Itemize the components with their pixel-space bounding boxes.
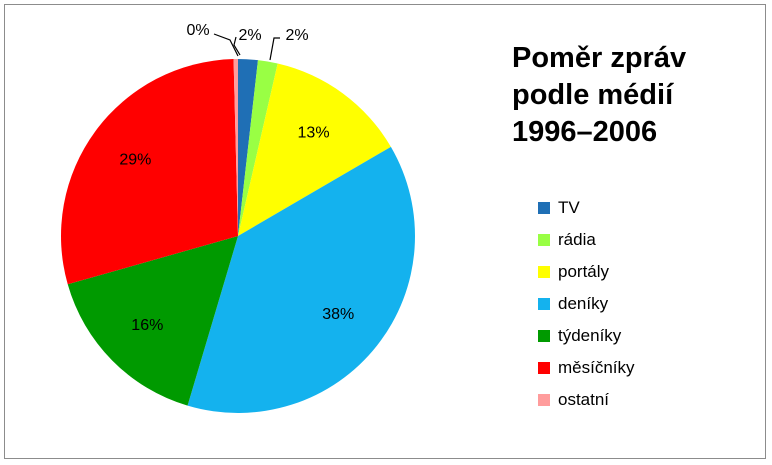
legend-item-3: deníky <box>538 288 635 320</box>
data-label-5: 29% <box>119 152 151 169</box>
chart-title-line-2: podle médií <box>512 79 674 111</box>
pie-slice-3[interactable] <box>187 146 415 414</box>
legend-item-0: TV <box>538 192 635 224</box>
legend-item-5: měsíčníky <box>538 352 635 384</box>
legend-swatch-6 <box>538 394 550 406</box>
pie-slice-5[interactable] <box>61 59 238 285</box>
legend-item-6: ostatní <box>538 384 635 416</box>
legend-swatch-2 <box>538 266 550 278</box>
pie-slice-6[interactable] <box>233 59 238 236</box>
data-label-3: 38% <box>322 306 354 323</box>
chart-title-line-1: Poměr zpráv <box>512 42 687 74</box>
pie-slice-2[interactable] <box>238 63 391 237</box>
chart-legend: TV rádia portály deníky týdeníky měsíčníky ost… <box>538 192 635 416</box>
legend-label-3: deníky <box>558 294 609 313</box>
legend-label-5: měsíčníky <box>558 358 635 377</box>
data-label-1: 2% <box>285 27 308 44</box>
chart-title: Poměr zpráv podle médií 1996–2006 <box>512 40 752 151</box>
data-label-2: 13% <box>298 125 330 142</box>
leader-line-0 <box>233 36 241 56</box>
data-label-4: 16% <box>131 317 163 334</box>
pie-slice-4[interactable] <box>67 236 238 406</box>
data-label-0: 2% <box>238 27 261 44</box>
legend-swatch-1 <box>538 234 550 246</box>
legend-label-4: týdeníky <box>558 326 622 345</box>
legend-swatch-0 <box>538 202 550 214</box>
legend-swatch-4 <box>538 330 550 342</box>
pie-slice-1[interactable] <box>238 60 278 236</box>
pie-slices <box>61 59 415 414</box>
legend-label-1: rádia <box>558 230 596 249</box>
leader-lines <box>213 33 280 61</box>
leader-line-6 <box>213 33 239 57</box>
legend-label-2: portály <box>558 262 610 281</box>
legend-item-2: portály <box>538 256 635 288</box>
legend-label-6: ostatní <box>558 390 610 409</box>
data-labels: 2% 2% 13% 38% 16% 29% 0% <box>119 22 354 334</box>
leader-line-1 <box>269 37 280 61</box>
legend-item-1: rádia <box>538 224 635 256</box>
legend-label-0: TV <box>558 198 580 217</box>
legend-swatch-3 <box>538 298 550 310</box>
legend-item-4: týdeníky <box>538 320 635 352</box>
chart-title-line-3: 1996–2006 <box>512 116 658 148</box>
legend-swatch-5 <box>538 362 550 374</box>
pie-slice-0[interactable] <box>238 59 258 236</box>
data-label-6: 0% <box>186 22 209 39</box>
